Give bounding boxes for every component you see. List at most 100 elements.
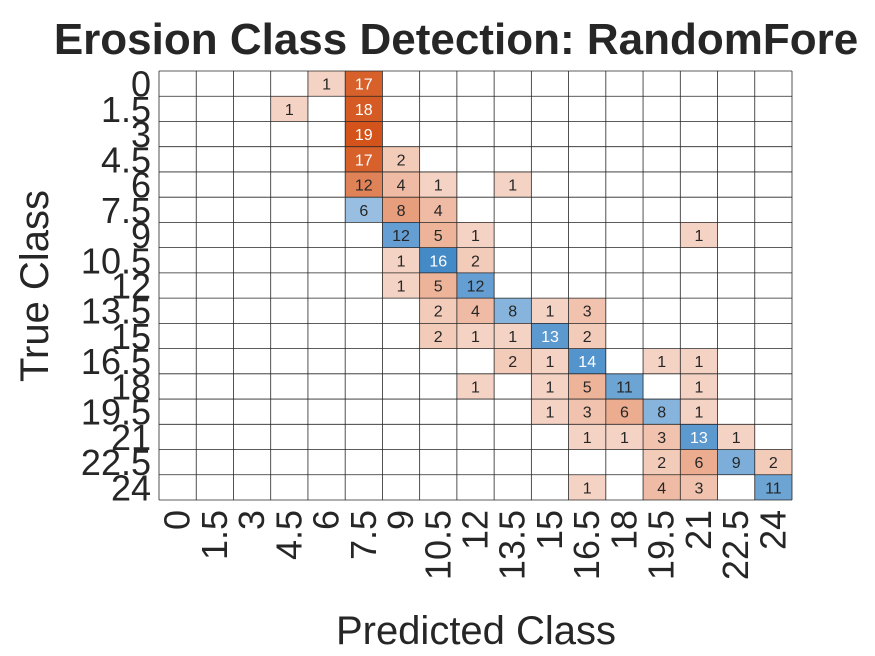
cell-value-label: 1 [620,430,629,447]
y-axis-label: True Class [13,190,57,382]
matrix-cell [345,146,383,172]
y-tick-label: 18 [111,366,151,407]
matrix-cell [307,71,346,97]
matrix-cell [419,171,457,198]
x-tick-label: 22.5 [715,510,756,580]
cell-value-label: 12 [392,228,410,245]
y-tick-label: 3 [131,114,151,155]
y-tick-label: 12 [111,266,151,307]
y-tick-label: 13.5 [81,291,151,332]
y-tick-label: 16.5 [81,341,151,382]
cell-value-label: 2 [434,329,443,346]
matrix-cell [717,424,755,450]
matrix-cell [568,298,606,324]
y-tick-label: 6 [131,165,151,206]
matrix-cell [643,474,681,500]
y-tick-label: 15 [111,316,151,357]
matrix-cell [419,222,457,248]
matrix-cell [270,96,308,122]
cell-value-label: 1 [583,480,592,497]
x-tick-label: 18 [603,510,644,550]
cell-value-label: 14 [578,354,596,371]
cell-value-label: 1 [508,329,517,346]
matrix-cell [345,121,383,147]
cell-value-label: 11 [616,379,633,396]
matrix-cell [643,399,681,425]
x-tick-label: 4.5 [268,510,309,560]
matrix-cell [456,323,495,349]
cell-value-label: 1 [471,329,480,346]
matrix-cell [531,373,569,400]
matrix-cell [680,348,718,374]
cell-value-label: 8 [397,203,406,220]
cell-value-label: 12 [355,178,373,195]
cell-value-label: 5 [583,379,592,396]
matrix-cell [643,348,681,374]
y-tick-label: 4.5 [101,139,151,180]
x-tick-label: 7.5 [343,510,384,560]
cell-value-label: 1 [508,178,517,195]
y-tick-label: 22.5 [81,442,151,483]
x-tick-label: 9 [380,510,421,530]
cell-value-label: 2 [471,253,480,270]
y-tick-label: 24 [111,467,151,508]
cell-value-label: 13 [541,329,559,346]
matrix-cell [419,298,457,324]
cell-value-label: 2 [583,329,592,346]
matrix-cell [754,449,792,475]
matrix-cell [680,222,718,248]
matrix-cell [531,323,569,349]
matrix-cell [345,171,383,198]
matrix-cell [605,399,644,425]
matrix-cell [531,399,569,425]
cell-value-label: 11 [765,480,782,497]
cell-value-label: 1 [546,379,555,396]
matrix-cell [531,348,569,374]
x-tick-label: 0 [157,510,198,530]
x-tick-label: 13.5 [492,510,533,580]
matrix-cell [643,424,681,450]
cell-value-label: 9 [732,455,741,472]
cell-value-label: 1 [694,405,703,422]
cell-value-label: 1 [397,253,406,270]
cell-value-label: 2 [657,455,666,472]
cell-value-label: 1 [694,354,703,371]
matrix-cell [717,449,755,475]
matrix-cell [568,399,606,425]
matrix-cell [680,373,718,400]
cell-value-label: 4 [434,203,443,220]
matrix-cell [456,272,495,299]
cell-value-label: 13 [690,430,708,447]
matrix-cell [382,272,420,299]
chart-title: Erosion Class Detection: RandomFore [54,15,858,64]
cell-value-label: 1 [546,405,555,422]
y-tick-label: 10.5 [81,240,151,281]
y-tick-label: 19.5 [81,392,151,433]
cell-value-label: 3 [583,405,592,422]
matrix-cell [456,247,495,273]
matrix-cell [643,449,681,475]
matrix-cell [494,171,532,198]
x-tick-labels: 01.534.567.5910.51213.51516.51819.52122.… [157,510,794,580]
cell-value-label: 1 [694,379,703,396]
cell-value-label: 6 [694,455,703,472]
cell-value-label: 5 [434,228,443,245]
cell-value-label: 2 [397,152,406,169]
cell-value-label: 3 [583,304,592,321]
cell-value-label: 17 [355,77,373,94]
cell-value-label: 4 [471,304,480,321]
cell-value-label: 3 [657,430,666,447]
matrix-cell [382,247,420,273]
matrix-cell [680,424,718,450]
matrix-grid [158,70,793,501]
y-tick-label: 7.5 [101,190,151,231]
cell-value-label: 5 [434,279,443,296]
cell-value-label: 18 [355,102,373,119]
cell-value-label: 6 [620,405,629,422]
x-tick-label: 15 [529,510,570,550]
matrix-cell [754,474,792,500]
cell-value-label: 1 [583,430,592,447]
cell-value-label: 12 [467,279,485,296]
matrix-cell [494,348,532,374]
